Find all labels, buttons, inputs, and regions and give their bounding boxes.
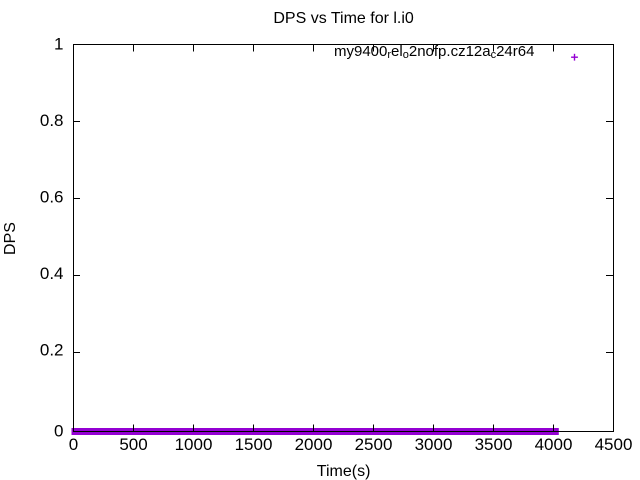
- svg-text:2500: 2500: [355, 435, 393, 454]
- svg-text:1000: 1000: [175, 435, 213, 454]
- svg-text:my9400relo2nofp.cz12ac24r64: my9400relo2nofp.cz12ac24r64: [334, 43, 534, 61]
- svg-text:0.8: 0.8: [40, 111, 64, 130]
- svg-text:3000: 3000: [415, 435, 453, 454]
- svg-text:4000: 4000: [535, 435, 573, 454]
- svg-text:4500: 4500: [595, 435, 633, 454]
- svg-text:3500: 3500: [475, 435, 513, 454]
- svg-text:500: 500: [119, 435, 147, 454]
- svg-text:0.2: 0.2: [40, 341, 64, 360]
- svg-text:0: 0: [69, 435, 78, 454]
- svg-text:1500: 1500: [235, 435, 273, 454]
- svg-text:Time(s): Time(s): [317, 463, 371, 480]
- svg-text:2000: 2000: [295, 435, 333, 454]
- svg-text:0: 0: [54, 422, 63, 441]
- svg-text:DPS: DPS: [2, 222, 19, 255]
- svg-text:0.6: 0.6: [40, 188, 64, 207]
- svg-text:DPS vs Time for l.i0: DPS vs Time for l.i0: [273, 10, 414, 27]
- svg-text:0.4: 0.4: [40, 264, 64, 283]
- svg-text:1: 1: [54, 35, 63, 54]
